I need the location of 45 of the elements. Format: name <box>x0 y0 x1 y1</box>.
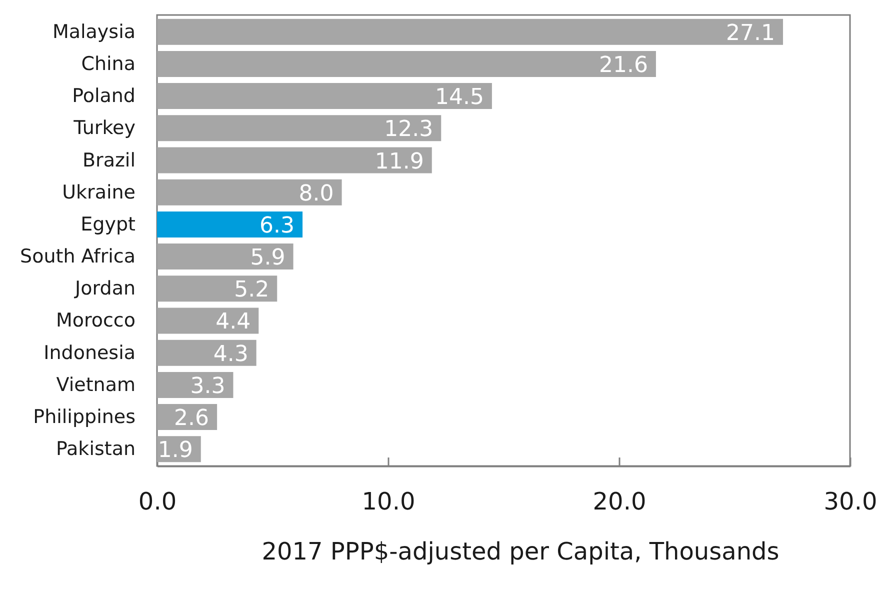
data-label: 4.3 <box>213 342 248 367</box>
data-label: 12.3 <box>384 117 434 142</box>
x-tick-label: 20.0 <box>592 488 646 516</box>
y-tick-label: Turkey <box>72 117 136 140</box>
data-label: 14.5 <box>434 85 484 110</box>
data-label: 5.2 <box>234 278 270 303</box>
y-tick-label: Poland <box>72 85 136 108</box>
data-label: 4.4 <box>216 310 251 335</box>
bar <box>157 244 294 270</box>
x-tick-label: 10.0 <box>362 488 416 516</box>
x-tick-label: 0.0 <box>138 488 177 516</box>
y-tick-label: Ukraine <box>62 181 136 204</box>
x-tick-label: 30.0 <box>824 488 878 516</box>
bar <box>157 179 342 206</box>
bar <box>157 83 492 110</box>
y-tick-label: Egypt <box>80 213 136 236</box>
y-tick-label: South Africa <box>20 246 136 268</box>
bar <box>157 372 234 398</box>
y-tick-label: Malaysia <box>52 20 136 43</box>
data-label: 21.6 <box>598 52 648 78</box>
y-tick-label: Morocco <box>56 310 136 332</box>
data-label: 11.9 <box>374 149 424 174</box>
y-tick-label: Jordan <box>74 278 136 300</box>
data-label: 6.3 <box>260 213 295 238</box>
bar <box>157 50 656 77</box>
data-label: 5.9 <box>250 246 286 271</box>
y-tick-label: Vietnam <box>56 374 136 396</box>
bar <box>157 276 278 302</box>
bar <box>157 115 442 142</box>
bar <box>157 18 784 45</box>
data-label: 8.0 <box>298 181 334 206</box>
y-tick-label: China <box>81 52 136 75</box>
y-tick-label: Philippines <box>33 406 136 428</box>
y-tick-label: Indonesia <box>44 342 136 364</box>
bar <box>157 308 259 334</box>
bar <box>157 340 256 366</box>
y-tick-label: Pakistan <box>56 438 136 460</box>
y-tick-label: Brazil <box>82 149 136 172</box>
data-label: 2.6 <box>174 406 210 432</box>
data-label: 3.3 <box>190 374 226 399</box>
data-label: 27.1 <box>726 20 776 46</box>
bar <box>157 147 432 174</box>
data-label: 1.9 <box>158 438 193 464</box>
x-axis-title: 2017 PPP$-adjusted per Capita, Thousands <box>262 538 780 566</box>
bar <box>157 211 303 238</box>
